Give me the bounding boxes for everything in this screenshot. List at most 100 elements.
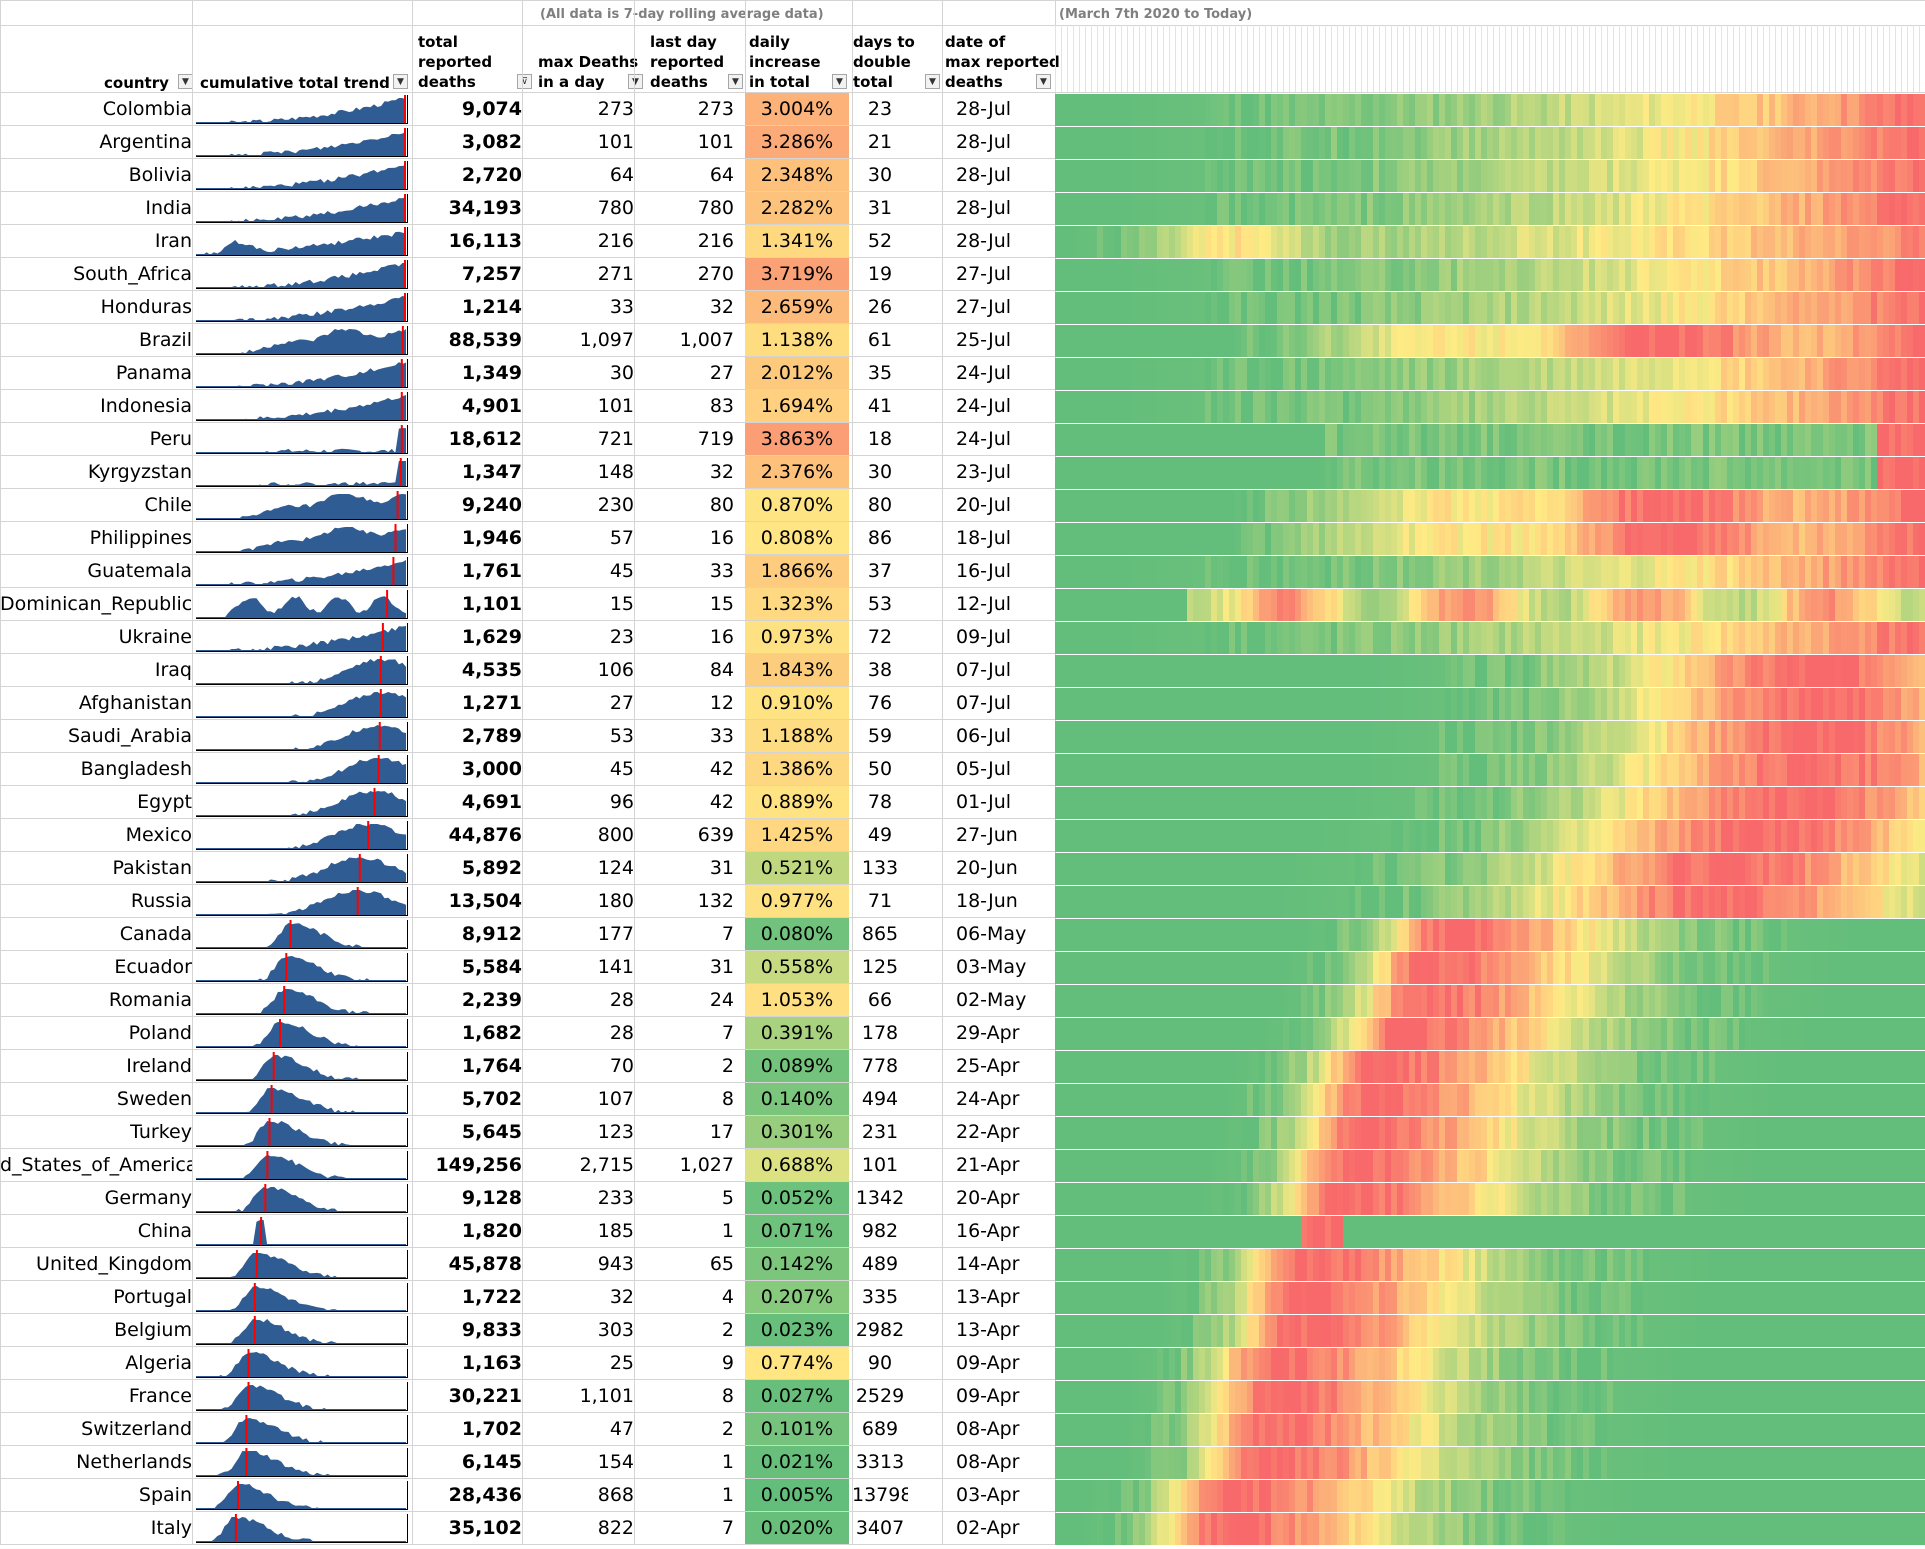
max-deaths-cell[interactable]: 1,097 [535, 324, 634, 357]
total-deaths-cell[interactable]: 1,349 [412, 357, 522, 390]
max-date-cell[interactable]: 24-Jul [942, 390, 1052, 423]
country-cell[interactable]: Iran [0, 225, 192, 258]
last-day-deaths-cell[interactable]: 270 [646, 258, 734, 291]
daily-increase-cell[interactable]: 0.808% [745, 522, 849, 555]
max-deaths-cell[interactable]: 721 [535, 423, 634, 456]
country-cell[interactable]: Saudi_Arabia [0, 720, 192, 753]
last-day-deaths-cell[interactable]: 64 [646, 159, 734, 192]
total-deaths-cell[interactable]: 1,764 [412, 1050, 522, 1083]
total-deaths-cell[interactable]: 4,901 [412, 390, 522, 423]
country-cell[interactable]: Ecuador [0, 951, 192, 984]
country-cell[interactable]: Guatemala [0, 555, 192, 588]
last-day-deaths-cell[interactable]: 16 [646, 522, 734, 555]
max-deaths-cell[interactable]: 28 [535, 1017, 634, 1050]
total-deaths-cell[interactable]: 9,074 [412, 93, 522, 126]
max-date-cell[interactable]: 18-Jun [942, 885, 1052, 918]
daily-increase-cell[interactable]: 1.053% [745, 984, 849, 1017]
max-date-cell[interactable]: 05-Jul [942, 753, 1052, 786]
days-to-double-cell[interactable]: 61 [852, 324, 908, 357]
days-to-double-cell[interactable]: 30 [852, 159, 908, 192]
max-deaths-cell[interactable]: 177 [535, 918, 634, 951]
days-to-double-cell[interactable]: 35 [852, 357, 908, 390]
last-day-deaths-cell[interactable]: 27 [646, 357, 734, 390]
max-deaths-cell[interactable]: 106 [535, 654, 634, 687]
last-day-deaths-cell[interactable]: 7 [646, 918, 734, 951]
daily-increase-cell[interactable]: 2.376% [745, 456, 849, 489]
daily-increase-cell[interactable]: 2.348% [745, 159, 849, 192]
country-cell[interactable]: Ukraine [0, 621, 192, 654]
filter-country-button[interactable]: ▼ [178, 74, 193, 89]
last-day-deaths-cell[interactable]: 31 [646, 951, 734, 984]
total-deaths-cell[interactable]: 1,271 [412, 687, 522, 720]
total-deaths-cell[interactable]: 2,789 [412, 720, 522, 753]
daily-increase-cell[interactable]: 1.386% [745, 753, 849, 786]
days-to-double-cell[interactable]: 125 [852, 951, 908, 984]
days-to-double-cell[interactable]: 76 [852, 687, 908, 720]
max-date-cell[interactable]: 24-Jul [942, 423, 1052, 456]
total-deaths-cell[interactable]: 13,504 [412, 885, 522, 918]
country-cell[interactable]: Brazil [0, 324, 192, 357]
max-deaths-cell[interactable]: 230 [535, 489, 634, 522]
days-to-double-cell[interactable]: 53 [852, 588, 908, 621]
max-deaths-cell[interactable]: 30 [535, 357, 634, 390]
days-to-double-cell[interactable]: 26 [852, 291, 908, 324]
last-day-deaths-cell[interactable]: 80 [646, 489, 734, 522]
country-cell[interactable]: Bolivia [0, 159, 192, 192]
max-date-cell[interactable]: 27-Jul [942, 291, 1052, 324]
last-day-deaths-cell[interactable]: 33 [646, 720, 734, 753]
last-day-deaths-cell[interactable]: 216 [646, 225, 734, 258]
daily-increase-cell[interactable]: 0.977% [745, 885, 849, 918]
days-to-double-cell[interactable]: 71 [852, 885, 908, 918]
daily-increase-cell[interactable]: 3.286% [745, 126, 849, 159]
daily-increase-cell[interactable]: 3.719% [745, 258, 849, 291]
last-day-deaths-cell[interactable]: 42 [646, 753, 734, 786]
max-deaths-cell[interactable]: 15 [535, 588, 634, 621]
max-deaths-cell[interactable]: 96 [535, 786, 634, 819]
country-cell[interactable]: Indonesia [0, 390, 192, 423]
max-date-cell[interactable]: 06-Jul [942, 720, 1052, 753]
total-deaths-cell[interactable]: 1,347 [412, 456, 522, 489]
max-deaths-cell[interactable]: 800 [535, 819, 634, 852]
daily-increase-cell[interactable]: 3.004% [745, 93, 849, 126]
total-deaths-cell[interactable]: 4,535 [412, 654, 522, 687]
days-to-double-cell[interactable]: 41 [852, 390, 908, 423]
days-to-double-cell[interactable]: 31 [852, 192, 908, 225]
days-to-double-cell[interactable]: 23 [852, 93, 908, 126]
daily-increase-cell[interactable]: 0.391% [745, 1017, 849, 1050]
max-date-cell[interactable]: 09-Jul [942, 621, 1052, 654]
max-deaths-cell[interactable]: 33 [535, 291, 634, 324]
country-cell[interactable]: Panama [0, 357, 192, 390]
max-deaths-cell[interactable]: 70 [535, 1050, 634, 1083]
filter-date-button[interactable]: ▼ [1036, 74, 1051, 89]
country-cell[interactable]: Romania [0, 984, 192, 1017]
max-deaths-cell[interactable]: 101 [535, 126, 634, 159]
days-to-double-cell[interactable]: 86 [852, 522, 908, 555]
last-day-deaths-cell[interactable]: 15 [646, 588, 734, 621]
total-deaths-cell[interactable]: 1,946 [412, 522, 522, 555]
max-date-cell[interactable]: 28-Jul [942, 93, 1052, 126]
max-date-cell[interactable]: 28-Jul [942, 126, 1052, 159]
max-deaths-cell[interactable]: 180 [535, 885, 634, 918]
days-to-double-cell[interactable]: 66 [852, 984, 908, 1017]
country-cell[interactable]: Chile [0, 489, 192, 522]
max-deaths-cell[interactable]: 23 [535, 621, 634, 654]
daily-increase-cell[interactable]: 0.889% [745, 786, 849, 819]
total-deaths-cell[interactable]: 2,720 [412, 159, 522, 192]
country-cell[interactable]: Ireland [0, 1050, 192, 1083]
max-deaths-cell[interactable]: 64 [535, 159, 634, 192]
days-to-double-cell[interactable]: 21 [852, 126, 908, 159]
